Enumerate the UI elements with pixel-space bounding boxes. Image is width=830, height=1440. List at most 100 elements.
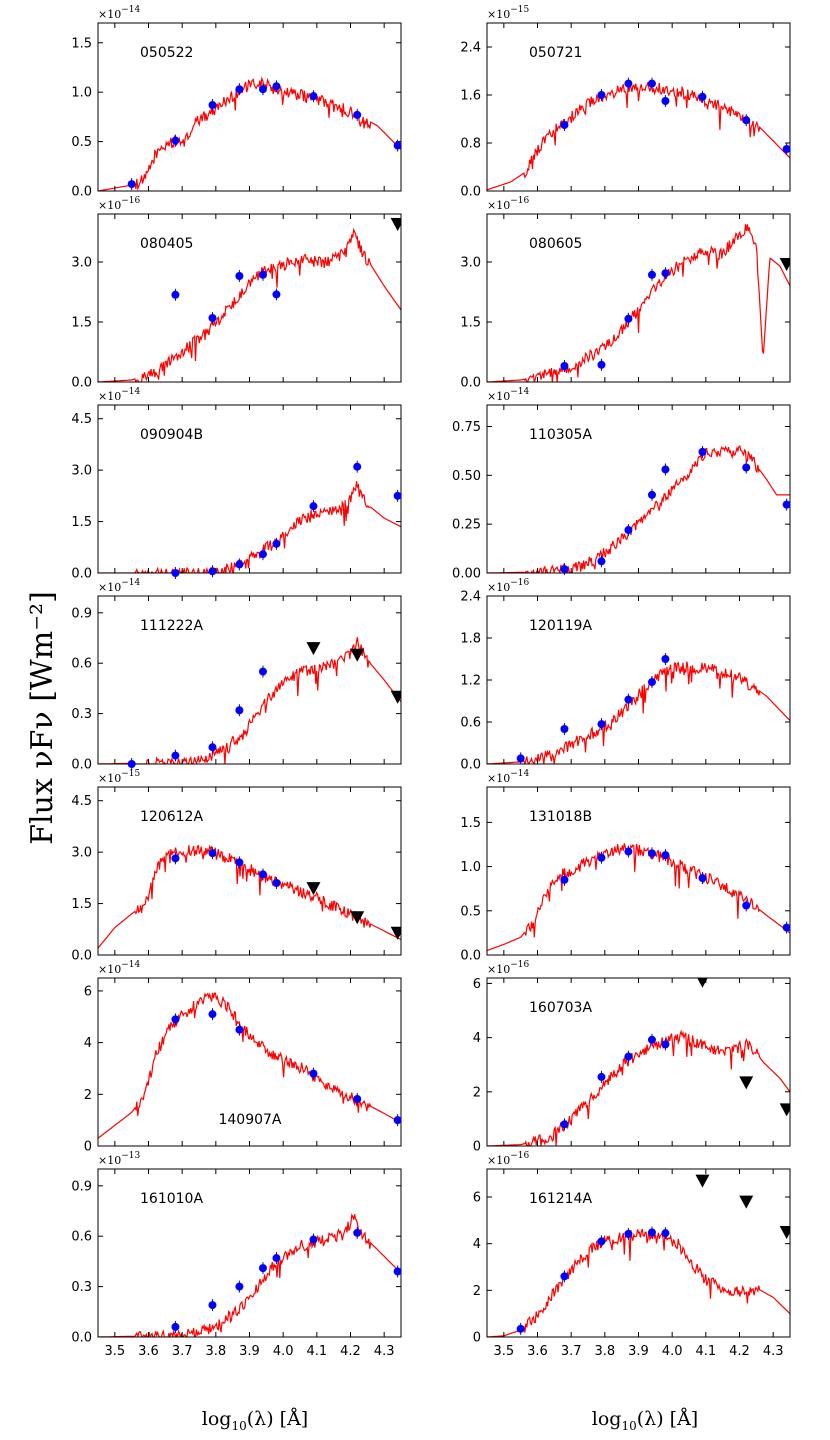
y-tick-label: 3.0	[460, 256, 481, 271]
y-tick-label: 0.0	[460, 758, 481, 773]
panel-label: 080605	[529, 236, 582, 252]
model-curve	[98, 481, 401, 573]
y-tick-label: 1.0	[460, 860, 481, 875]
y-tick-label: 1.0	[71, 86, 92, 101]
x-tick-label: 3.6	[138, 1344, 159, 1359]
data-point	[171, 569, 180, 577]
scale-exponent: −13	[121, 1151, 140, 1161]
data-point	[560, 1272, 569, 1281]
data-point	[235, 85, 244, 94]
data-point	[661, 465, 670, 474]
data-point	[742, 901, 751, 910]
data-point	[393, 491, 402, 500]
upper-limit-marker	[350, 911, 365, 925]
data-point	[272, 290, 281, 299]
data-point	[661, 1040, 670, 1049]
scale-base: ×10	[98, 963, 121, 976]
y-tick-label: 2.4	[460, 590, 481, 605]
y-tick-label: 4	[473, 1031, 481, 1046]
data-point	[647, 1035, 656, 1044]
scale-base: ×10	[487, 390, 510, 403]
scale-exponent: −16	[510, 196, 529, 206]
data-point	[624, 314, 633, 323]
xlabel-prefix: log	[202, 1408, 232, 1430]
data-point	[647, 678, 656, 687]
scale-exponent: −14	[121, 960, 140, 970]
panel-080605: 0.0 1.5 3.0 ×10−16 080605	[460, 196, 791, 391]
scale-multiplier: ×10−16	[487, 960, 529, 976]
y-tick-label: 0.6	[71, 1230, 92, 1245]
model-curve	[487, 661, 790, 764]
data-point	[624, 847, 633, 856]
upper-limit-marker	[779, 1226, 790, 1239]
data-point	[624, 79, 633, 88]
y-tick-label: 0.25	[452, 518, 481, 533]
upper-limit-marker	[390, 690, 401, 704]
scale-multiplier: ×10−15	[98, 769, 140, 785]
model-curve	[98, 992, 401, 1139]
model-curve	[487, 224, 790, 382]
panel-label: 111222A	[140, 618, 203, 634]
y-tick-label: 0.0	[71, 185, 92, 200]
y-tick-label: 0.9	[71, 606, 92, 621]
scale-exponent: −14	[510, 387, 529, 397]
scale-multiplier: ×10−16	[487, 1151, 529, 1167]
panel-050721: 0.0 0.8 1.6 2.4 ×10−15 050721	[460, 5, 791, 200]
data-point	[597, 1237, 606, 1246]
x-tick-label: 4.3	[763, 1344, 784, 1359]
y-tick-label: 0.75	[452, 420, 481, 435]
data-point	[127, 180, 136, 189]
panel-label: 120612A	[140, 809, 203, 825]
y-tick-label: 1.5	[71, 515, 92, 530]
scale-multiplier: ×10−14	[487, 769, 529, 785]
y-tick-label: 0.6	[71, 657, 92, 672]
data-point	[647, 79, 656, 88]
y-tick-label: 0.0	[71, 758, 92, 773]
data-point	[661, 851, 670, 860]
y-tick-label: 0.0	[460, 185, 481, 200]
xlabel-rest: (λ) [Å]	[247, 1408, 308, 1430]
panel-050522: 0.0 0.5 1.0 1.5 ×10−14 050522	[71, 5, 402, 200]
y-tick-label: 3.0	[71, 464, 92, 479]
scale-base: ×10	[98, 199, 121, 212]
scale-exponent: −15	[121, 769, 140, 779]
scale-multiplier: ×10−15	[487, 5, 529, 21]
scale-base: ×10	[98, 8, 121, 21]
x-tick-label: 3.7	[172, 1344, 193, 1359]
model-curve	[487, 1029, 790, 1146]
panel-label: 080405	[140, 236, 193, 252]
scale-base: ×10	[98, 581, 121, 594]
data-point	[235, 272, 244, 280]
panel-161214A: 3.5 3.6 3.7 3.8 3.9 4.0 4.1 4.2 4.3 0 2 4 6 ×10−16 161…	[473, 1151, 791, 1359]
y-tick-label: 1.2	[460, 674, 481, 689]
scale-base: ×10	[487, 581, 510, 594]
scale-exponent: −16	[510, 960, 529, 970]
y-tick-label: 4.5	[71, 794, 92, 809]
data-point	[597, 557, 606, 566]
y-tick-label: 4.5	[71, 412, 92, 427]
data-point	[353, 462, 362, 471]
data-point	[171, 751, 180, 760]
data-point	[698, 874, 707, 883]
data-point	[208, 314, 217, 322]
data-point	[597, 91, 606, 99]
x-tick-label: 3.8	[205, 1344, 226, 1359]
data-point	[560, 565, 569, 574]
data-point	[624, 695, 633, 704]
y-tick-label: 0.0	[71, 376, 92, 391]
data-point	[624, 1052, 633, 1061]
x-axis-title-right: log10(λ) [Å]	[592, 1408, 698, 1433]
x-tick-label: 3.6	[527, 1344, 548, 1359]
upper-limit-marker	[739, 1195, 754, 1209]
data-point	[647, 490, 656, 499]
model-curve	[487, 1228, 790, 1337]
data-point	[235, 1025, 244, 1034]
data-point	[516, 754, 525, 763]
data-point	[272, 539, 281, 548]
y-tick-label: 6	[84, 984, 92, 999]
upper-limit-marker	[779, 258, 790, 271]
upper-limit-marker	[695, 1174, 710, 1188]
panel-140907A: 0 2 4 6 ×10−14 140907A	[84, 960, 402, 1155]
panel-120612A: 0.0 1.5 3.0 4.5 ×10−15 120612A	[71, 769, 402, 964]
